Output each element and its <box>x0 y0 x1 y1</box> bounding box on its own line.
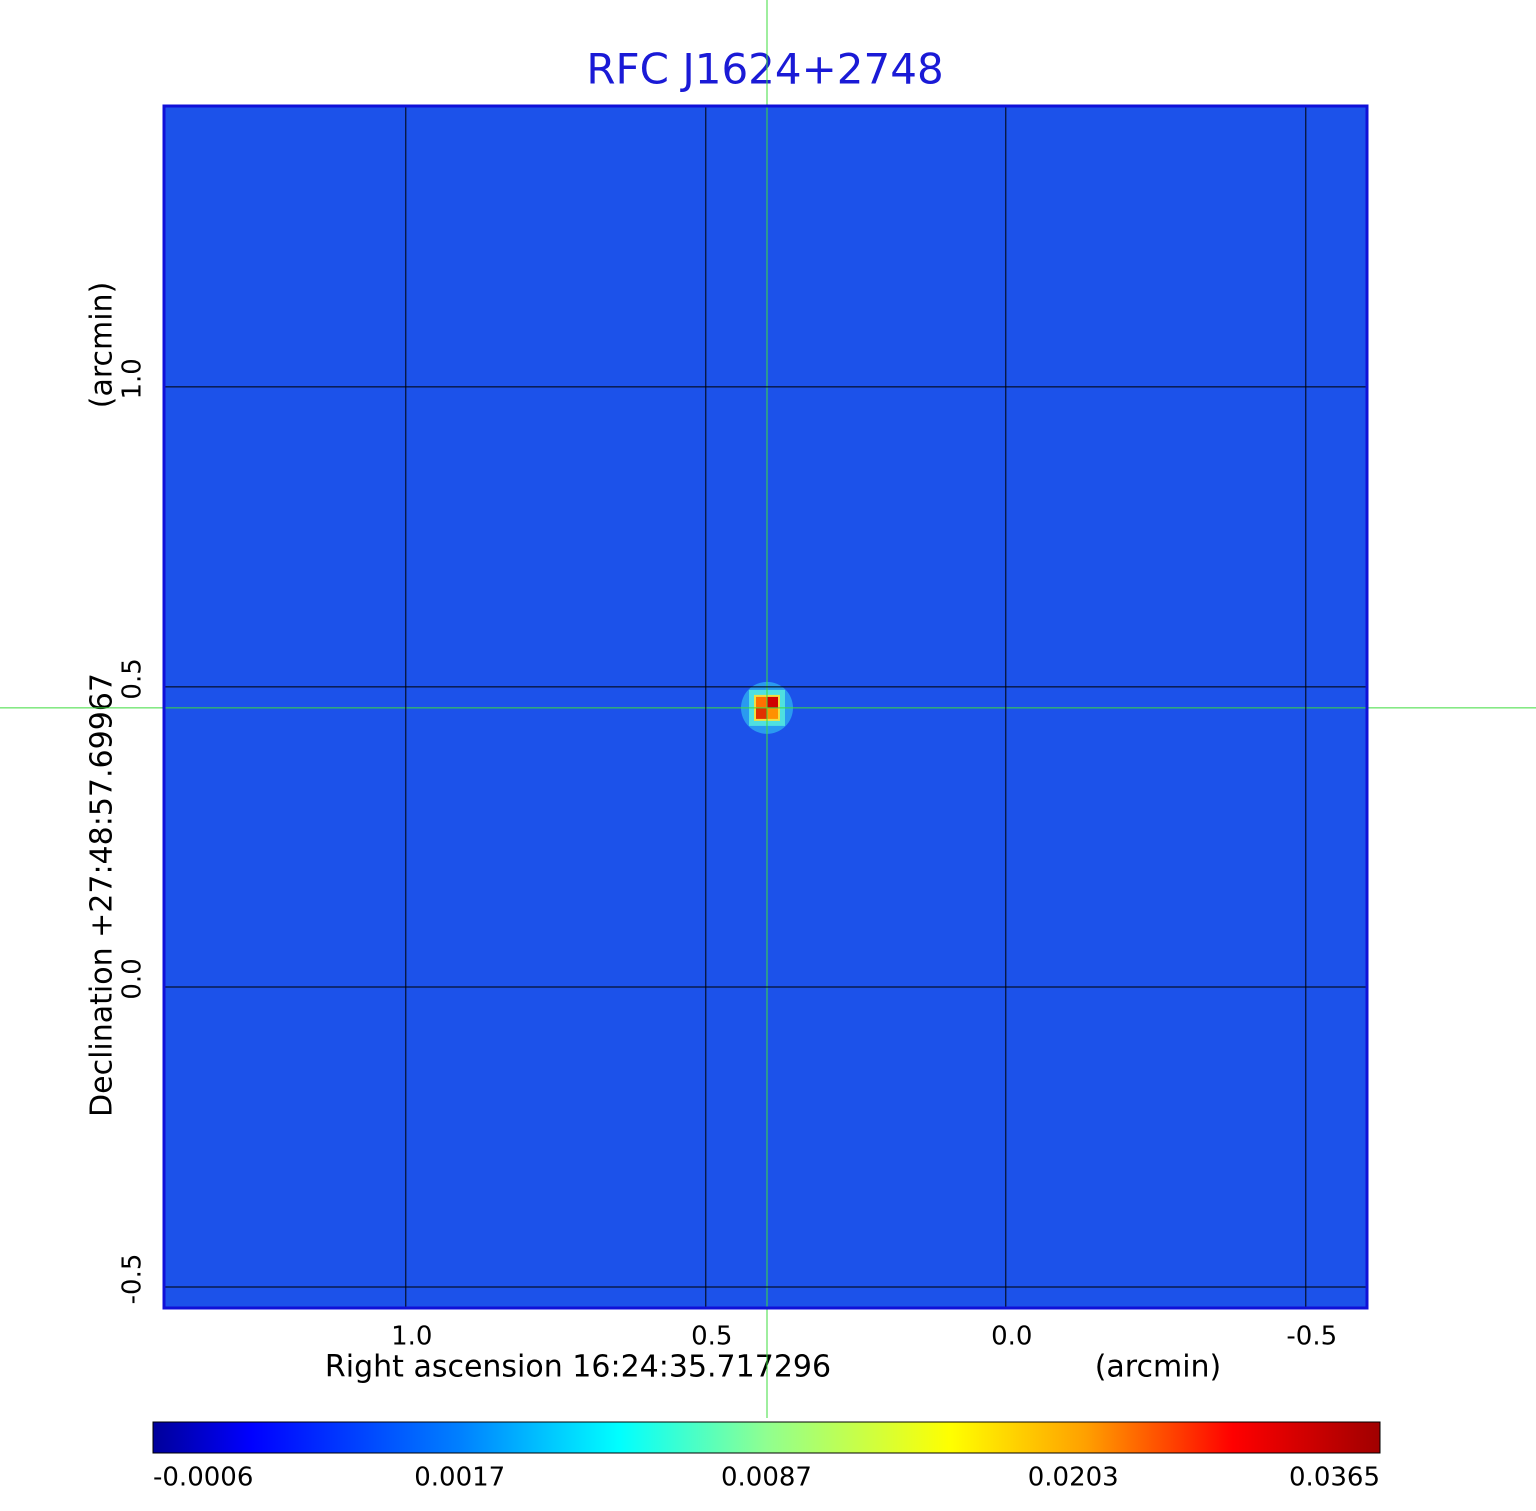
colorbar-tick-label: 0.0365 <box>1289 1463 1380 1493</box>
x-axis-label: Right ascension 16:24:35.717296 <box>325 1350 831 1385</box>
y-tick-label: 0.0 <box>118 958 148 999</box>
colorbar-tick-label: 0.0087 <box>721 1463 812 1493</box>
y-tick-label: -0.5 <box>118 1254 148 1305</box>
source-core <box>767 707 778 719</box>
x-axis-unit: (arcmin) <box>1095 1350 1222 1385</box>
source-core <box>756 696 767 708</box>
colorbar-tick-label: -0.0006 <box>153 1463 253 1493</box>
y-tick-label: 1.0 <box>118 358 148 399</box>
plot-frame <box>162 104 1369 1310</box>
colorbar-tick-label: 0.0203 <box>1028 1463 1119 1493</box>
y-axis-unit: (arcmin) <box>85 282 120 409</box>
x-tick-label: 0.0 <box>991 1322 1032 1352</box>
source-core <box>756 707 767 719</box>
x-tick-label: 0.5 <box>691 1322 732 1352</box>
y-tick-label: 0.5 <box>118 658 148 699</box>
colorbar-tick-label: 0.0017 <box>414 1463 505 1493</box>
source-core <box>767 696 778 708</box>
chart-title: RFC J1624+2748 <box>586 45 943 94</box>
x-tick-label: -0.5 <box>1286 1322 1337 1352</box>
y-axis-label: Declination +27:48:57.69967 <box>85 673 120 1117</box>
colorbar <box>152 1421 1381 1454</box>
x-tick-label: 1.0 <box>391 1322 432 1352</box>
